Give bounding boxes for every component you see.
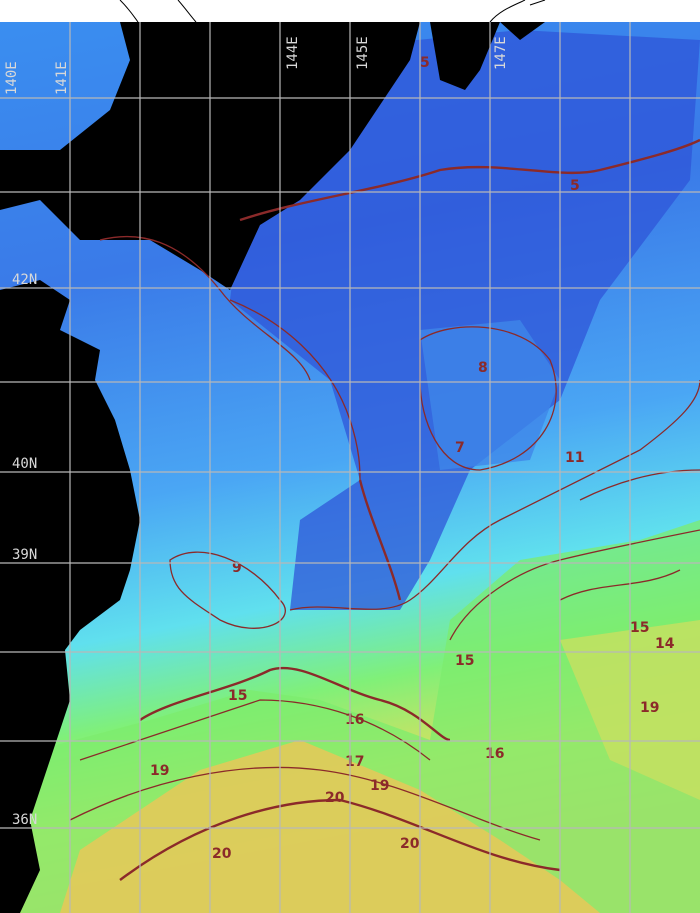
lon-label: 147E	[493, 36, 509, 70]
lon-label: 141E	[54, 61, 70, 95]
contour-label: 11	[565, 450, 584, 466]
lat-label: 39N	[12, 547, 37, 563]
contour-label: 16	[485, 746, 504, 762]
contour-label: 5	[570, 178, 580, 194]
contour-label: 9	[232, 560, 242, 576]
lon-label: 140E	[4, 61, 20, 95]
contour-label: 20	[325, 790, 345, 806]
contour-label: 17	[345, 754, 364, 770]
island	[500, 22, 545, 40]
contour-label: 7	[455, 440, 465, 456]
contour-label: 5	[420, 55, 430, 71]
lon-label: 145E	[355, 36, 371, 70]
contour-label: 14	[655, 636, 675, 652]
lat-label: 42N	[12, 272, 37, 288]
contour-label: 8	[478, 360, 488, 376]
contour-label: 19	[370, 778, 389, 794]
contour-label: 20	[212, 846, 232, 862]
contour-label: 19	[640, 700, 659, 716]
lat-label: 36N	[12, 812, 37, 828]
contour-label: 15	[630, 620, 649, 636]
coastline	[119, 0, 546, 23]
lat-label: 40N	[12, 456, 37, 472]
island	[430, 22, 500, 90]
contour-label: 19	[150, 763, 169, 779]
contour-label: 15	[228, 688, 247, 704]
cold-water-region	[210, 30, 700, 610]
contour-labels: 5 5 8 7 9 11 14 15 15 15 16 16 17 19 19 …	[150, 55, 675, 862]
latitude-labels: 42N 40N 39N 36N	[12, 272, 37, 828]
lon-label: 144E	[285, 36, 301, 70]
longitude-labels: 140E 141E 144E 145E 147E	[4, 36, 509, 95]
contour-label: 20	[400, 836, 420, 852]
graticule	[0, 22, 700, 913]
contour-label: 16	[345, 712, 364, 728]
contour-label: 15	[455, 653, 474, 669]
